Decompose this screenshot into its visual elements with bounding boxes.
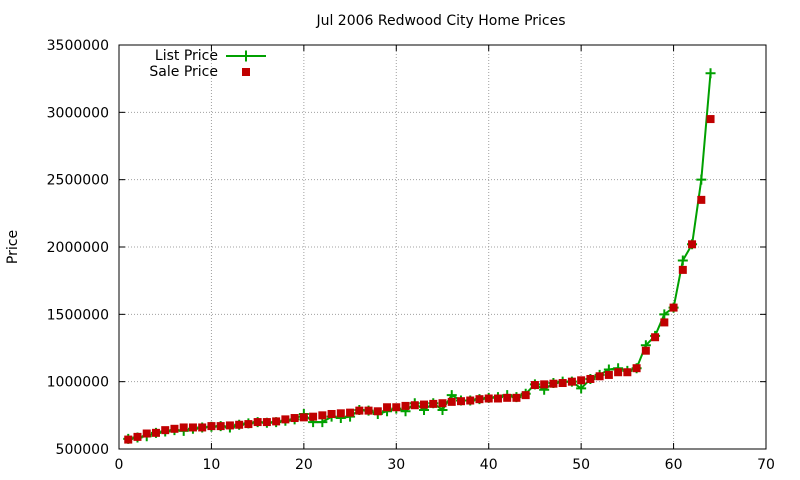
x-tick-label: 70 bbox=[757, 457, 775, 473]
point-sale-price bbox=[299, 413, 308, 422]
point-list-price bbox=[677, 255, 688, 266]
x-tick-label: 30 bbox=[387, 457, 405, 473]
point-sale-price bbox=[309, 412, 318, 421]
legend-label-list-price: List Price bbox=[155, 48, 218, 64]
y-tick-label: 3000000 bbox=[47, 105, 109, 121]
point-sale-price bbox=[456, 397, 465, 406]
point-sale-price bbox=[420, 400, 429, 409]
point-sale-price bbox=[688, 240, 697, 249]
point-sale-price bbox=[678, 265, 687, 274]
point-list-price bbox=[705, 68, 716, 79]
point-sale-price bbox=[641, 346, 650, 355]
point-sale-price bbox=[290, 414, 299, 423]
point-list-price bbox=[576, 383, 587, 394]
point-sale-price bbox=[586, 374, 595, 383]
point-sale-price bbox=[466, 396, 475, 405]
point-sale-price bbox=[706, 115, 715, 124]
point-sale-price bbox=[161, 426, 170, 435]
point-sale-price bbox=[660, 318, 669, 327]
y-tick-label: 3500000 bbox=[47, 38, 109, 54]
point-sale-price bbox=[198, 423, 207, 432]
point-sale-price bbox=[623, 368, 632, 377]
x-tick-label: 60 bbox=[665, 457, 683, 473]
y-tick-label: 2500000 bbox=[47, 173, 109, 189]
point-list-price bbox=[659, 309, 670, 320]
y-tick-label: 1000000 bbox=[47, 375, 109, 391]
point-sale-price bbox=[697, 195, 706, 204]
y-axis-label: Price bbox=[5, 230, 21, 264]
point-sale-price bbox=[318, 411, 327, 420]
point-sale-price bbox=[530, 381, 539, 390]
point-sale-price bbox=[133, 432, 142, 441]
point-sale-price bbox=[188, 423, 197, 432]
point-sale-price bbox=[373, 407, 382, 416]
point-sale-price bbox=[503, 393, 512, 402]
point-sale-price bbox=[475, 395, 484, 404]
point-sale-price bbox=[595, 372, 604, 381]
y-tick-label: 500000 bbox=[56, 442, 109, 458]
point-sale-price bbox=[512, 393, 521, 402]
point-sale-price bbox=[429, 399, 438, 408]
point-sale-price bbox=[438, 399, 447, 408]
point-sale-price bbox=[336, 409, 345, 418]
axis-ticks: 0 10 20 30 40 50 60 70 500000 1000000 1500000 20000… bbox=[47, 38, 775, 473]
point-sale-price bbox=[401, 401, 410, 410]
point-sale-price bbox=[151, 428, 160, 437]
x-tick-label: 40 bbox=[480, 457, 498, 473]
point-sale-price bbox=[142, 429, 151, 438]
point-sale-price bbox=[272, 417, 281, 426]
point-sale-price bbox=[170, 424, 179, 433]
x-tick-label: 20 bbox=[295, 457, 313, 473]
point-sale-price bbox=[558, 379, 567, 388]
legend-marker-list-price bbox=[240, 50, 252, 62]
point-sale-price bbox=[493, 394, 502, 403]
point-sale-price bbox=[604, 370, 613, 379]
point-sale-price bbox=[355, 406, 364, 415]
point-sale-price bbox=[447, 397, 456, 406]
legend-marker-sale-price bbox=[242, 68, 250, 76]
grid bbox=[119, 45, 766, 449]
series-line-list-price bbox=[128, 73, 712, 440]
point-sale-price bbox=[632, 364, 641, 373]
point-sale-price bbox=[207, 422, 216, 431]
point-sale-price bbox=[216, 422, 225, 431]
point-sale-price bbox=[577, 376, 586, 385]
point-sale-price bbox=[549, 379, 558, 388]
point-sale-price bbox=[364, 406, 373, 415]
y-tick-label: 2000000 bbox=[47, 240, 109, 256]
point-sale-price bbox=[540, 380, 549, 389]
point-sale-price bbox=[253, 418, 262, 427]
point-sale-price bbox=[262, 418, 271, 427]
point-sale-price bbox=[484, 394, 493, 403]
point-sale-price bbox=[567, 377, 576, 386]
x-tick-label: 10 bbox=[203, 457, 221, 473]
point-sale-price bbox=[392, 403, 401, 412]
point-sale-price bbox=[410, 401, 419, 410]
point-list-price bbox=[696, 174, 707, 185]
point-sale-price bbox=[281, 415, 290, 424]
point-sale-price bbox=[651, 333, 660, 342]
y-tick-label: 1500000 bbox=[47, 307, 109, 323]
point-sale-price bbox=[179, 423, 188, 432]
chart-title: Jul 2006 Redwood City Home Prices bbox=[315, 13, 565, 29]
point-sale-price bbox=[124, 435, 133, 444]
legend-label-sale-price: Sale Price bbox=[149, 64, 218, 80]
point-sale-price bbox=[383, 403, 392, 412]
point-sale-price bbox=[521, 391, 530, 400]
legend: List Price Sale Price bbox=[149, 48, 266, 80]
point-sale-price bbox=[614, 368, 623, 377]
point-sale-price bbox=[244, 420, 253, 429]
x-tick-label: 0 bbox=[115, 457, 124, 473]
x-tick-label: 50 bbox=[572, 457, 590, 473]
plot-series bbox=[123, 68, 716, 444]
point-sale-price bbox=[327, 409, 336, 418]
point-sale-price bbox=[225, 421, 234, 430]
point-sale-price bbox=[669, 303, 678, 312]
point-sale-price bbox=[235, 420, 244, 429]
point-sale-price bbox=[346, 408, 355, 417]
